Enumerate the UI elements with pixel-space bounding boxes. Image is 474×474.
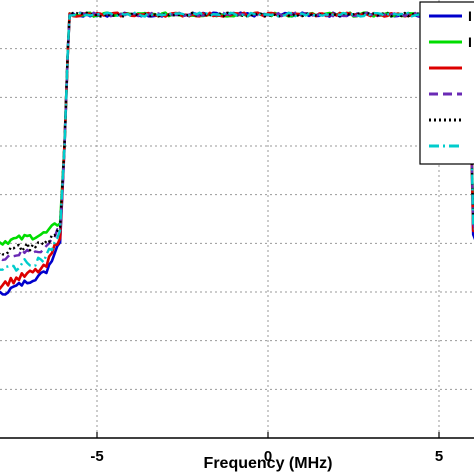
x-axis-ticks: -15-10-50510 [90,432,443,465]
series-layer [0,11,474,296]
legend: II [419,1,474,165]
legend-box [419,1,474,165]
x-tick-label: 0 [264,448,272,465]
x-tick-label: 5 [435,448,443,465]
series-line-6 [0,11,474,272]
legend-label-2: I [468,34,472,50]
x-axis-title: Frequency (MHz) [204,455,333,472]
x-tick-label: -5 [90,448,103,465]
series-line-3 [0,11,474,290]
legend-label-1: I [468,8,472,24]
plot-area [0,0,474,439]
plot-background [0,0,474,438]
